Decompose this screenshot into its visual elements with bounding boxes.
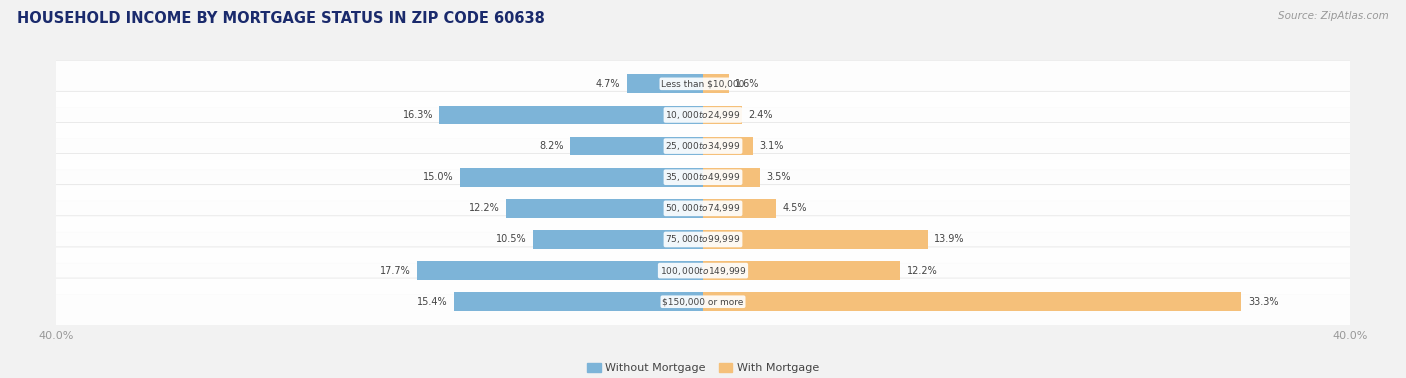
Text: 1.6%: 1.6% <box>735 79 759 89</box>
FancyBboxPatch shape <box>44 278 1362 325</box>
Bar <box>571 137 703 155</box>
Text: 16.3%: 16.3% <box>402 110 433 120</box>
Text: 17.7%: 17.7% <box>380 266 411 276</box>
FancyBboxPatch shape <box>44 216 1362 263</box>
FancyBboxPatch shape <box>44 153 1362 201</box>
Text: 12.2%: 12.2% <box>907 266 938 276</box>
FancyBboxPatch shape <box>44 60 1362 107</box>
FancyBboxPatch shape <box>44 247 1362 294</box>
FancyBboxPatch shape <box>44 185 1362 232</box>
Bar <box>703 199 776 218</box>
Text: 15.0%: 15.0% <box>423 172 454 182</box>
Text: Less than $10,000: Less than $10,000 <box>661 79 745 88</box>
Text: 33.3%: 33.3% <box>1249 297 1278 307</box>
Text: Source: ZipAtlas.com: Source: ZipAtlas.com <box>1278 11 1389 21</box>
Bar <box>703 74 728 93</box>
Bar <box>703 137 754 155</box>
Bar <box>533 230 703 249</box>
Legend: Without Mortgage, With Mortgage: Without Mortgage, With Mortgage <box>582 358 824 378</box>
Text: 12.2%: 12.2% <box>468 203 499 213</box>
Text: 15.4%: 15.4% <box>418 297 447 307</box>
Bar <box>703 168 759 187</box>
Text: $35,000 to $49,999: $35,000 to $49,999 <box>665 171 741 183</box>
Text: 13.9%: 13.9% <box>934 234 965 245</box>
Bar <box>506 199 703 218</box>
Text: 8.2%: 8.2% <box>540 141 564 151</box>
Bar <box>416 261 703 280</box>
Text: $25,000 to $34,999: $25,000 to $34,999 <box>665 140 741 152</box>
Bar <box>703 261 900 280</box>
Text: 3.1%: 3.1% <box>759 141 785 151</box>
Text: $10,000 to $24,999: $10,000 to $24,999 <box>665 109 741 121</box>
Bar <box>703 230 928 249</box>
Text: HOUSEHOLD INCOME BY MORTGAGE STATUS IN ZIP CODE 60638: HOUSEHOLD INCOME BY MORTGAGE STATUS IN Z… <box>17 11 544 26</box>
Bar <box>703 105 742 124</box>
Text: 3.5%: 3.5% <box>766 172 790 182</box>
Text: 2.4%: 2.4% <box>748 110 773 120</box>
Bar <box>461 168 703 187</box>
Bar <box>454 293 703 311</box>
Bar <box>627 74 703 93</box>
Text: 4.7%: 4.7% <box>596 79 620 89</box>
Text: 4.5%: 4.5% <box>782 203 807 213</box>
Text: $100,000 to $149,999: $100,000 to $149,999 <box>659 265 747 277</box>
FancyBboxPatch shape <box>44 122 1362 170</box>
Text: 10.5%: 10.5% <box>496 234 527 245</box>
Bar <box>440 105 703 124</box>
Text: $150,000 or more: $150,000 or more <box>662 297 744 306</box>
Text: $75,000 to $99,999: $75,000 to $99,999 <box>665 234 741 245</box>
Bar <box>703 293 1241 311</box>
Text: $50,000 to $74,999: $50,000 to $74,999 <box>665 202 741 214</box>
FancyBboxPatch shape <box>44 91 1362 139</box>
